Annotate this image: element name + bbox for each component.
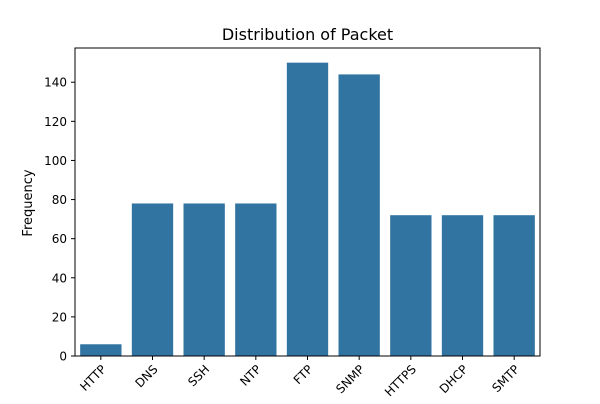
y-axis-label: Frequency <box>21 169 36 236</box>
bar-ftp <box>286 62 329 357</box>
plot-frame <box>74 47 541 357</box>
y-tick-label: 140 <box>44 76 67 90</box>
bars-group <box>80 62 535 357</box>
y-axis: 0 20 40 60 80 100 120 140 <box>44 76 75 364</box>
y-tick-label: 100 <box>44 154 67 168</box>
y-tick-label: 60 <box>52 232 67 246</box>
y-tick-label: 120 <box>44 115 67 129</box>
bar-dhcp <box>441 215 484 356</box>
bar-ssh <box>183 203 225 356</box>
chart-title: Distribution of Packet <box>222 25 393 44</box>
bar-snmp <box>338 74 380 357</box>
bar-smtp <box>493 215 535 356</box>
bar-dns <box>131 203 174 356</box>
y-tick-label: 20 <box>52 310 67 324</box>
y-tick-label: 80 <box>52 193 67 207</box>
bar-http <box>80 344 122 356</box>
y-tick-label: 40 <box>52 271 67 285</box>
y-tick-label: 0 <box>59 350 67 364</box>
bar-https <box>390 215 432 356</box>
bar-ntp <box>235 203 277 356</box>
